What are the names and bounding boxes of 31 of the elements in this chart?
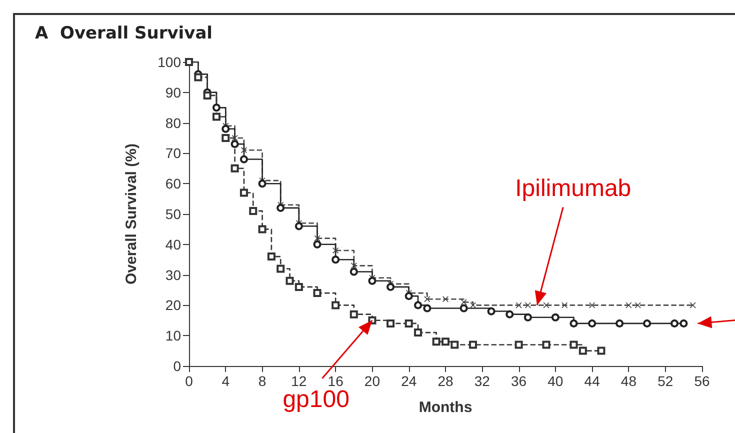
y-tick-label: 90 [165, 84, 182, 100]
y-tick-label: 60 [165, 176, 182, 192]
y-tick-label: 80 [165, 114, 182, 131]
x-tick-label: 52 [658, 373, 674, 389]
annotation: Ipilimumab [515, 175, 632, 204]
x-tick-label: 28 [438, 373, 454, 389]
x-tick-label: 12 [291, 373, 307, 389]
x-tick-label: 16 [328, 373, 344, 389]
annotation: gp100 [282, 386, 350, 414]
x-tick-label: 32 [474, 373, 490, 389]
y-tick-label: 50 [165, 206, 182, 222]
chart-title: A Overall Survival [35, 24, 213, 44]
y-tick-label: 70 [165, 145, 182, 162]
x-tick-label: 36 [510, 373, 527, 389]
x-tick-label: 40 [548, 373, 564, 389]
y-tick-label: 100 [158, 54, 182, 70]
x-tick-label: 8 [258, 373, 266, 389]
x-tick-label: 20 [364, 373, 380, 389]
y-tick-label: 40 [165, 236, 182, 252]
x-tick-label: 0 [185, 373, 194, 389]
y-tick-label: 20 [165, 297, 182, 314]
x-tick-label: 4 [222, 373, 230, 389]
x-axis-title: Months [418, 399, 472, 416]
y-tick-label: 0 [173, 358, 182, 374]
x-tick-label: 44 [584, 373, 600, 389]
x-tick-label: 24 [401, 373, 417, 389]
x-tick-label: 56 [694, 373, 710, 389]
y-tick-label: 10 [165, 328, 182, 344]
y-tick-label: 30 [165, 266, 182, 283]
x-tick-label: 48 [620, 373, 637, 389]
y-axis-title: Overall Survival (%) [123, 144, 140, 284]
